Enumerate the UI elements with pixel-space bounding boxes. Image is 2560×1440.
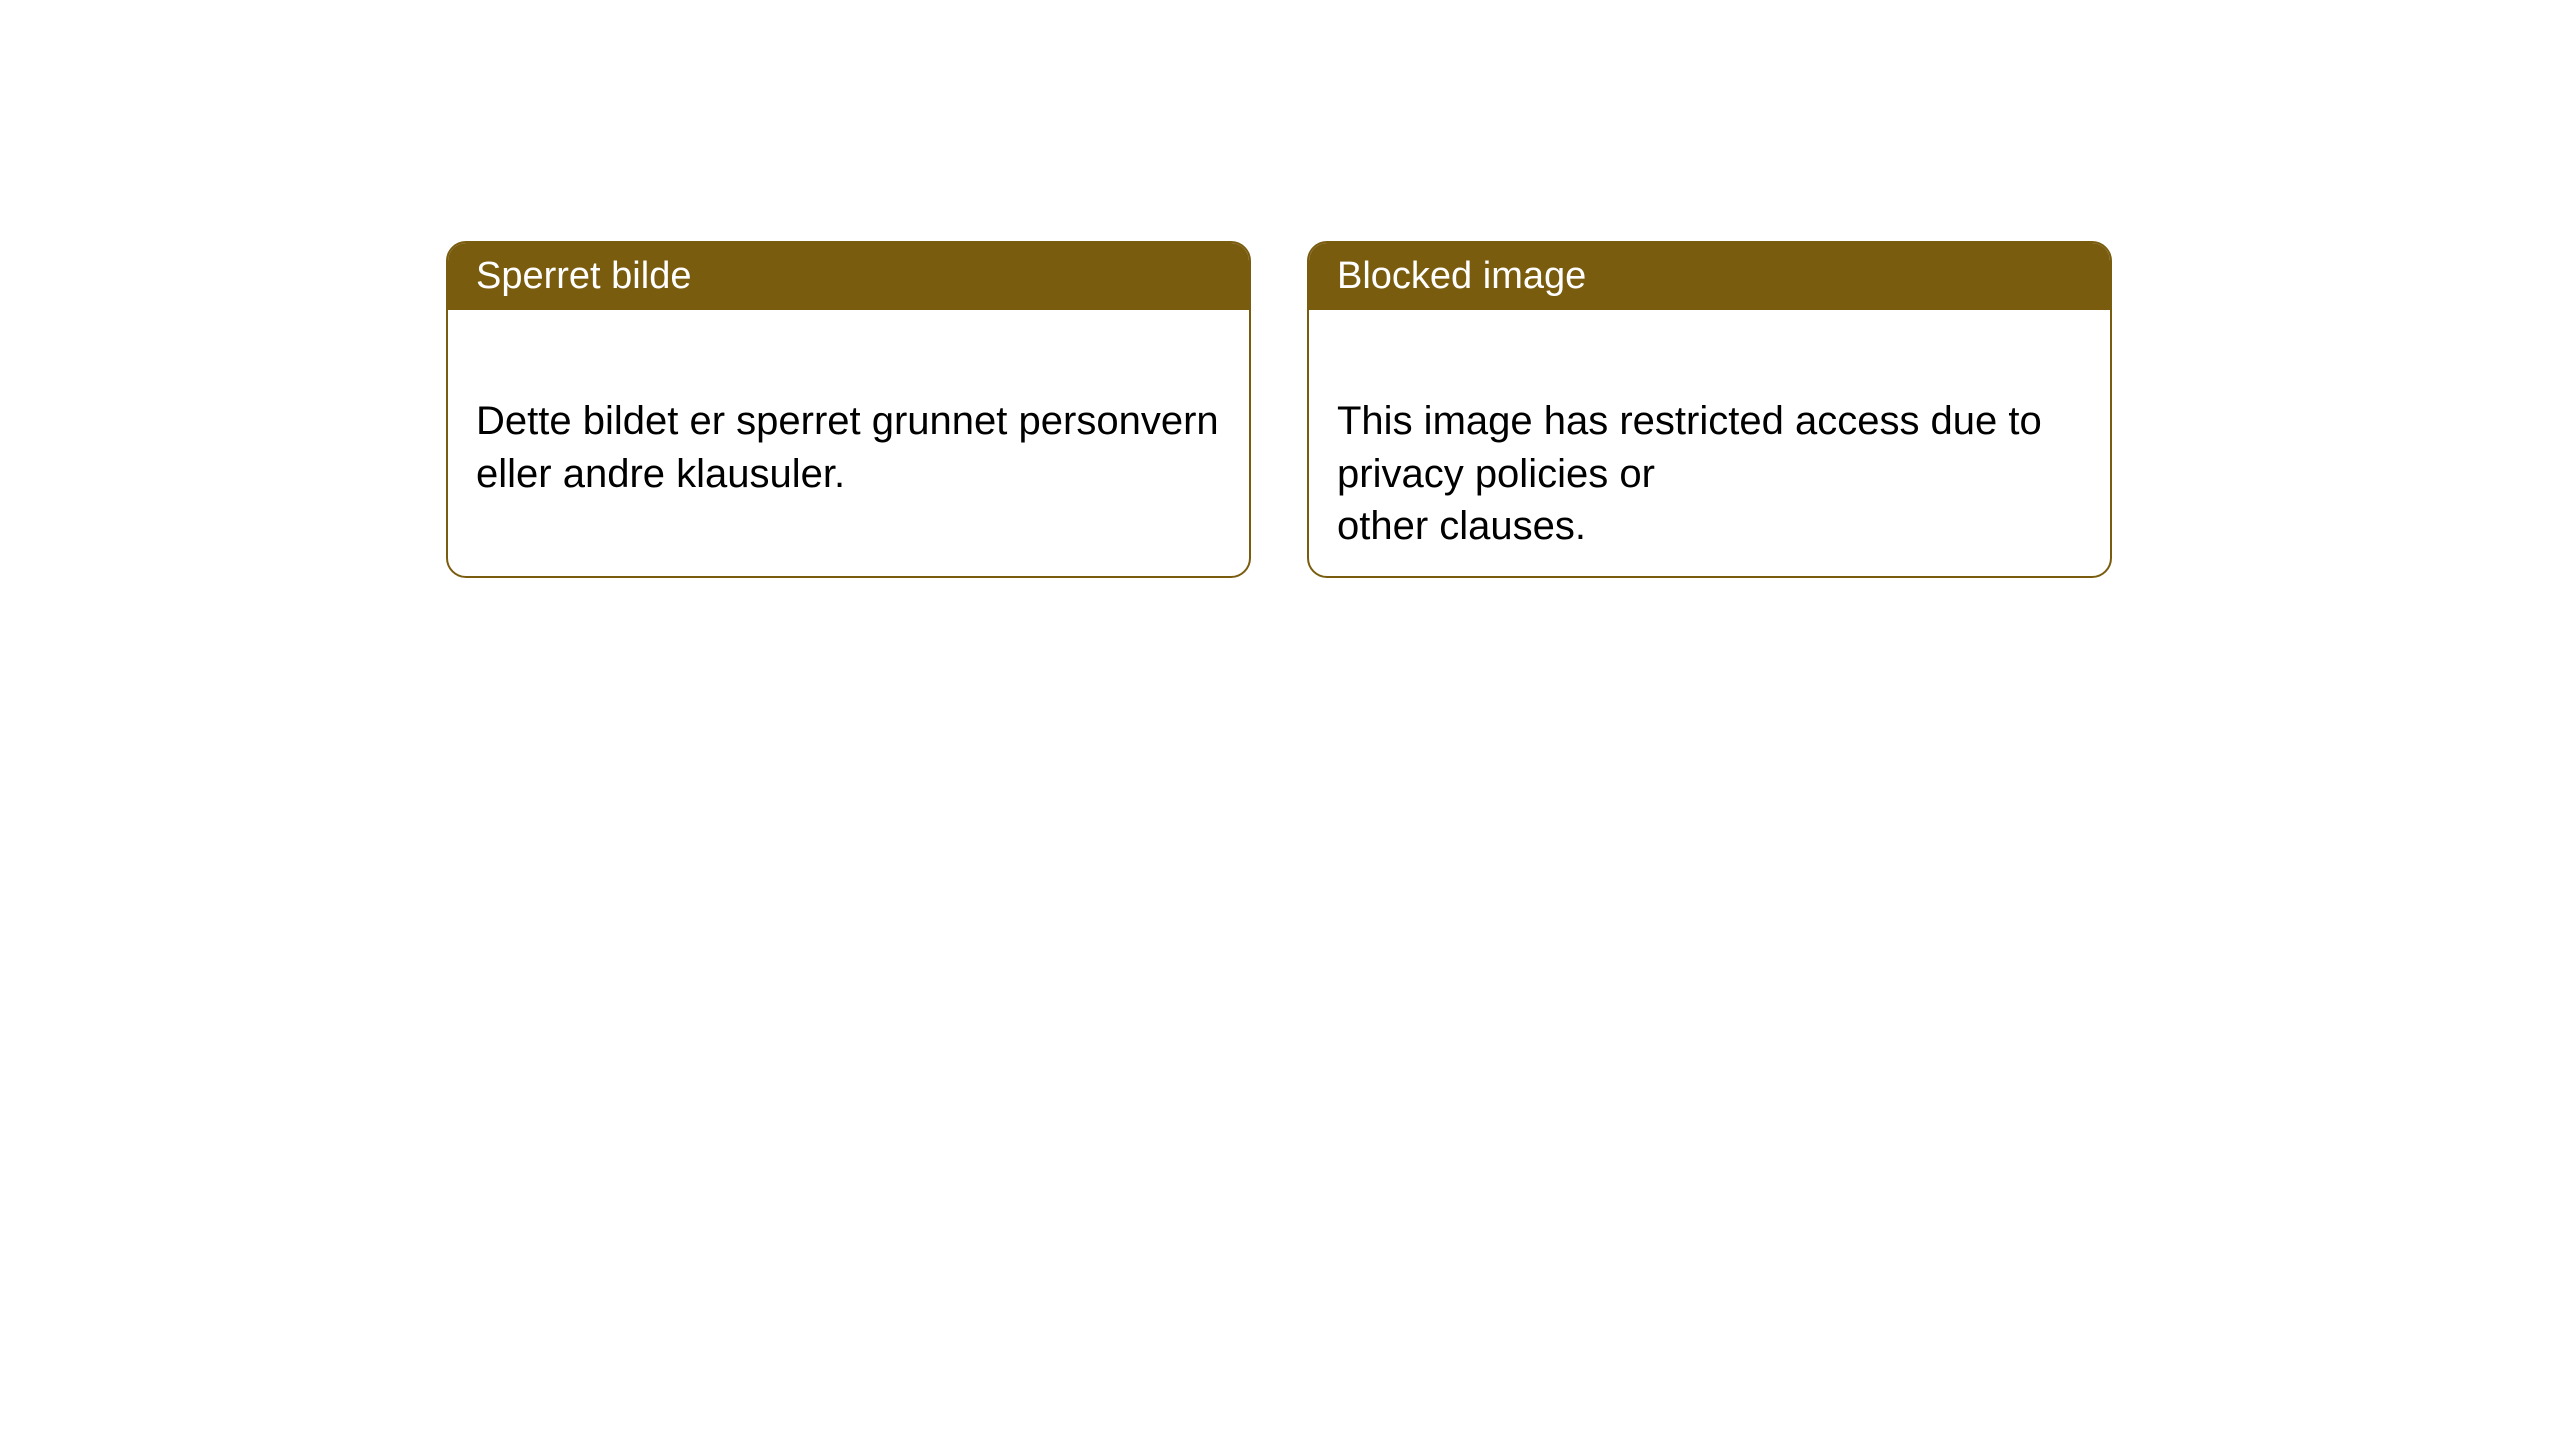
notice-title: Sperret bilde (476, 255, 691, 297)
notice-title: Blocked image (1337, 255, 1586, 297)
notice-body-text: Dette bildet er sperret grunnet personve… (476, 399, 1219, 496)
notice-box-english: Blocked image This image has restricted … (1307, 241, 2112, 578)
notice-body: Dette bildet er sperret grunnet personve… (448, 310, 1249, 532)
notice-body-text: This image has restricted access due to … (1337, 399, 2042, 549)
notice-body: This image has restricted access due to … (1309, 310, 2110, 578)
notice-container: Sperret bilde Dette bildet er sperret gr… (0, 0, 2560, 578)
notice-box-norwegian: Sperret bilde Dette bildet er sperret gr… (446, 241, 1251, 578)
notice-header: Sperret bilde (448, 243, 1249, 310)
notice-header: Blocked image (1309, 243, 2110, 310)
